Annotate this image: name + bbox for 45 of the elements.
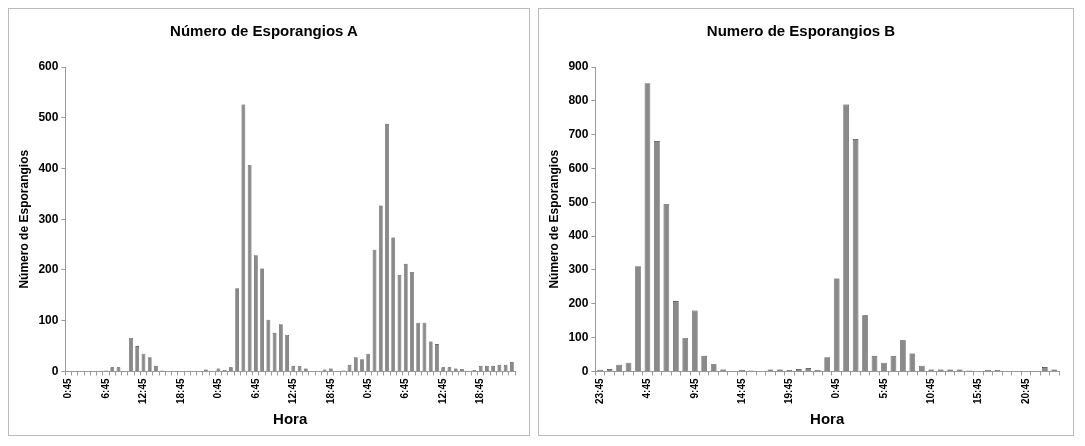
y-tick-label: 200 — [568, 296, 589, 311]
x-tick-label: 6:45 — [99, 377, 111, 399]
y-tick-label: 300 — [38, 211, 59, 226]
x-tick-label: 0:45 — [212, 377, 224, 399]
x-tick-label: 5:45 — [877, 377, 889, 399]
y-tick-label: 900 — [568, 59, 589, 74]
y-tick-label: 700 — [568, 126, 589, 141]
x-tick-label: 23:45 — [593, 377, 605, 404]
x-tick-label: 15:45 — [972, 377, 984, 404]
y-tick-label: 100 — [38, 313, 59, 327]
x-tick-label: 19:45 — [783, 377, 795, 404]
y-tick-label: 500 — [568, 194, 589, 209]
y-tick-label: 0 — [51, 363, 59, 378]
y-tick-label: 600 — [38, 59, 59, 74]
x-axis-title: Hora — [273, 410, 308, 428]
x-axis-title: Hora — [810, 410, 845, 428]
y-tick-label: 500 — [38, 110, 59, 125]
y-tick-label: 200 — [38, 262, 59, 277]
x-tick-label: 20:45 — [1019, 377, 1031, 404]
chart-title: Número de Esporangios A — [170, 22, 359, 40]
y-tick-label: 400 — [38, 160, 59, 175]
x-tick-label: 4:45 — [641, 377, 653, 399]
x-tick-label: 0:45 — [362, 377, 374, 399]
x-tick-label: 9:45 — [688, 377, 700, 399]
y-tick-label: 0 — [581, 363, 589, 378]
x-tick-label: 14:45 — [735, 377, 747, 404]
y-tick-label: 600 — [568, 160, 589, 175]
x-tick-label: 12:45 — [137, 377, 149, 404]
x-tick-label: 12:45 — [436, 377, 448, 404]
y-tick-label: 300 — [568, 262, 589, 277]
x-tick-label: 6:45 — [249, 377, 261, 399]
x-tick-label: 0:45 — [62, 377, 74, 399]
x-tick-label: 6:45 — [399, 377, 411, 399]
y-tick-label: 100 — [568, 329, 589, 344]
x-tick-label: 12:45 — [287, 377, 299, 404]
x-tick-label: 0:45 — [830, 377, 842, 399]
chart-title: Numero de Esporangios B — [706, 22, 896, 40]
x-tick-label: 18:45 — [174, 377, 186, 404]
x-tick-label: 18:45 — [474, 377, 486, 404]
x-tick-label: 10:45 — [925, 377, 937, 404]
y-tick-label: 800 — [568, 93, 589, 108]
x-tick-label: 18:45 — [324, 377, 336, 404]
y-tick-label: 400 — [568, 228, 589, 243]
y-axis-title: Número de Esporangios — [546, 149, 561, 289]
y-axis-title: Número de Esporangios — [16, 149, 31, 289]
